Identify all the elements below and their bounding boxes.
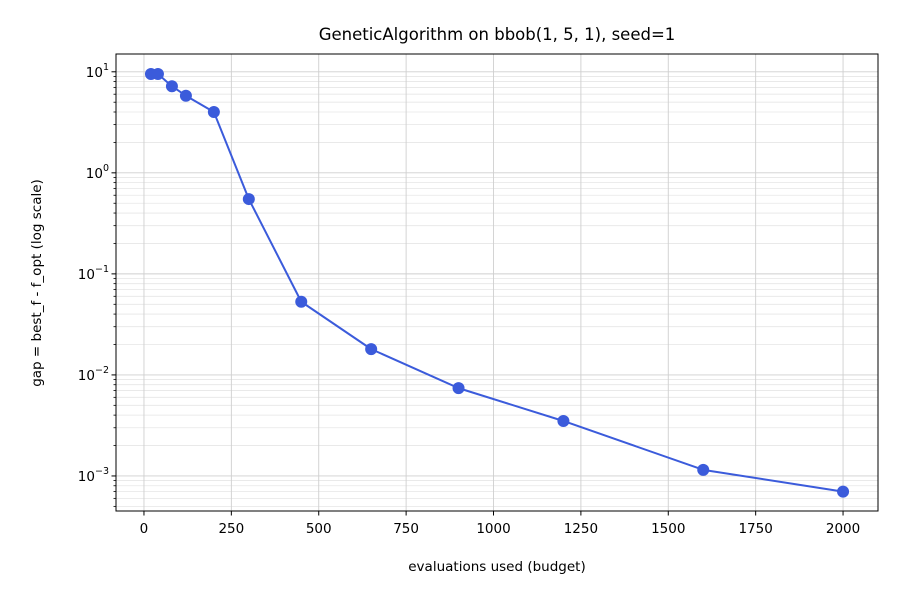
x-tick-label: 1250 bbox=[564, 521, 598, 537]
data-point bbox=[365, 343, 378, 356]
data-point bbox=[295, 295, 308, 308]
x-tick-label: 0 bbox=[140, 521, 149, 537]
data-point bbox=[179, 89, 192, 102]
series-layer bbox=[144, 68, 850, 498]
data-point bbox=[837, 485, 850, 498]
y-tick-label: 10−3 bbox=[78, 466, 109, 485]
major-gridlines bbox=[116, 54, 878, 511]
y-tick-label: 10−2 bbox=[78, 365, 109, 384]
data-point bbox=[151, 68, 164, 81]
y-axis-ticks: 101 100 10−1 10−2 10−3 bbox=[78, 62, 116, 507]
x-axis-ticks: 0 250 500 750 1000 1250 1500 1750 2000 bbox=[140, 511, 860, 537]
minor-gridlines bbox=[116, 76, 878, 507]
y-tick-label: 10−1 bbox=[78, 264, 109, 283]
x-tick-label: 1000 bbox=[476, 521, 510, 537]
x-tick-label: 500 bbox=[306, 521, 332, 537]
y-tick-label: 100 bbox=[86, 163, 109, 182]
plot-frame bbox=[115, 53, 879, 512]
chart-title: GeneticAlgorithm on bbob(1, 5, 1), seed=… bbox=[319, 25, 676, 44]
data-point bbox=[242, 193, 255, 206]
data-point bbox=[452, 382, 465, 395]
x-tick-label: 2000 bbox=[826, 521, 860, 537]
data-point bbox=[557, 414, 570, 427]
x-tick-label: 1750 bbox=[738, 521, 772, 537]
x-axis-label: evaluations used (budget) bbox=[408, 559, 585, 575]
data-point bbox=[697, 463, 710, 476]
x-tick-label: 750 bbox=[393, 521, 419, 537]
y-axis-label: gap = best_f - f_opt (log scale) bbox=[29, 179, 45, 387]
x-tick-label: 250 bbox=[218, 521, 244, 537]
data-point bbox=[207, 106, 220, 119]
data-point bbox=[165, 80, 178, 93]
y-tick-label: 101 bbox=[86, 62, 109, 81]
x-tick-label: 1500 bbox=[651, 521, 685, 537]
